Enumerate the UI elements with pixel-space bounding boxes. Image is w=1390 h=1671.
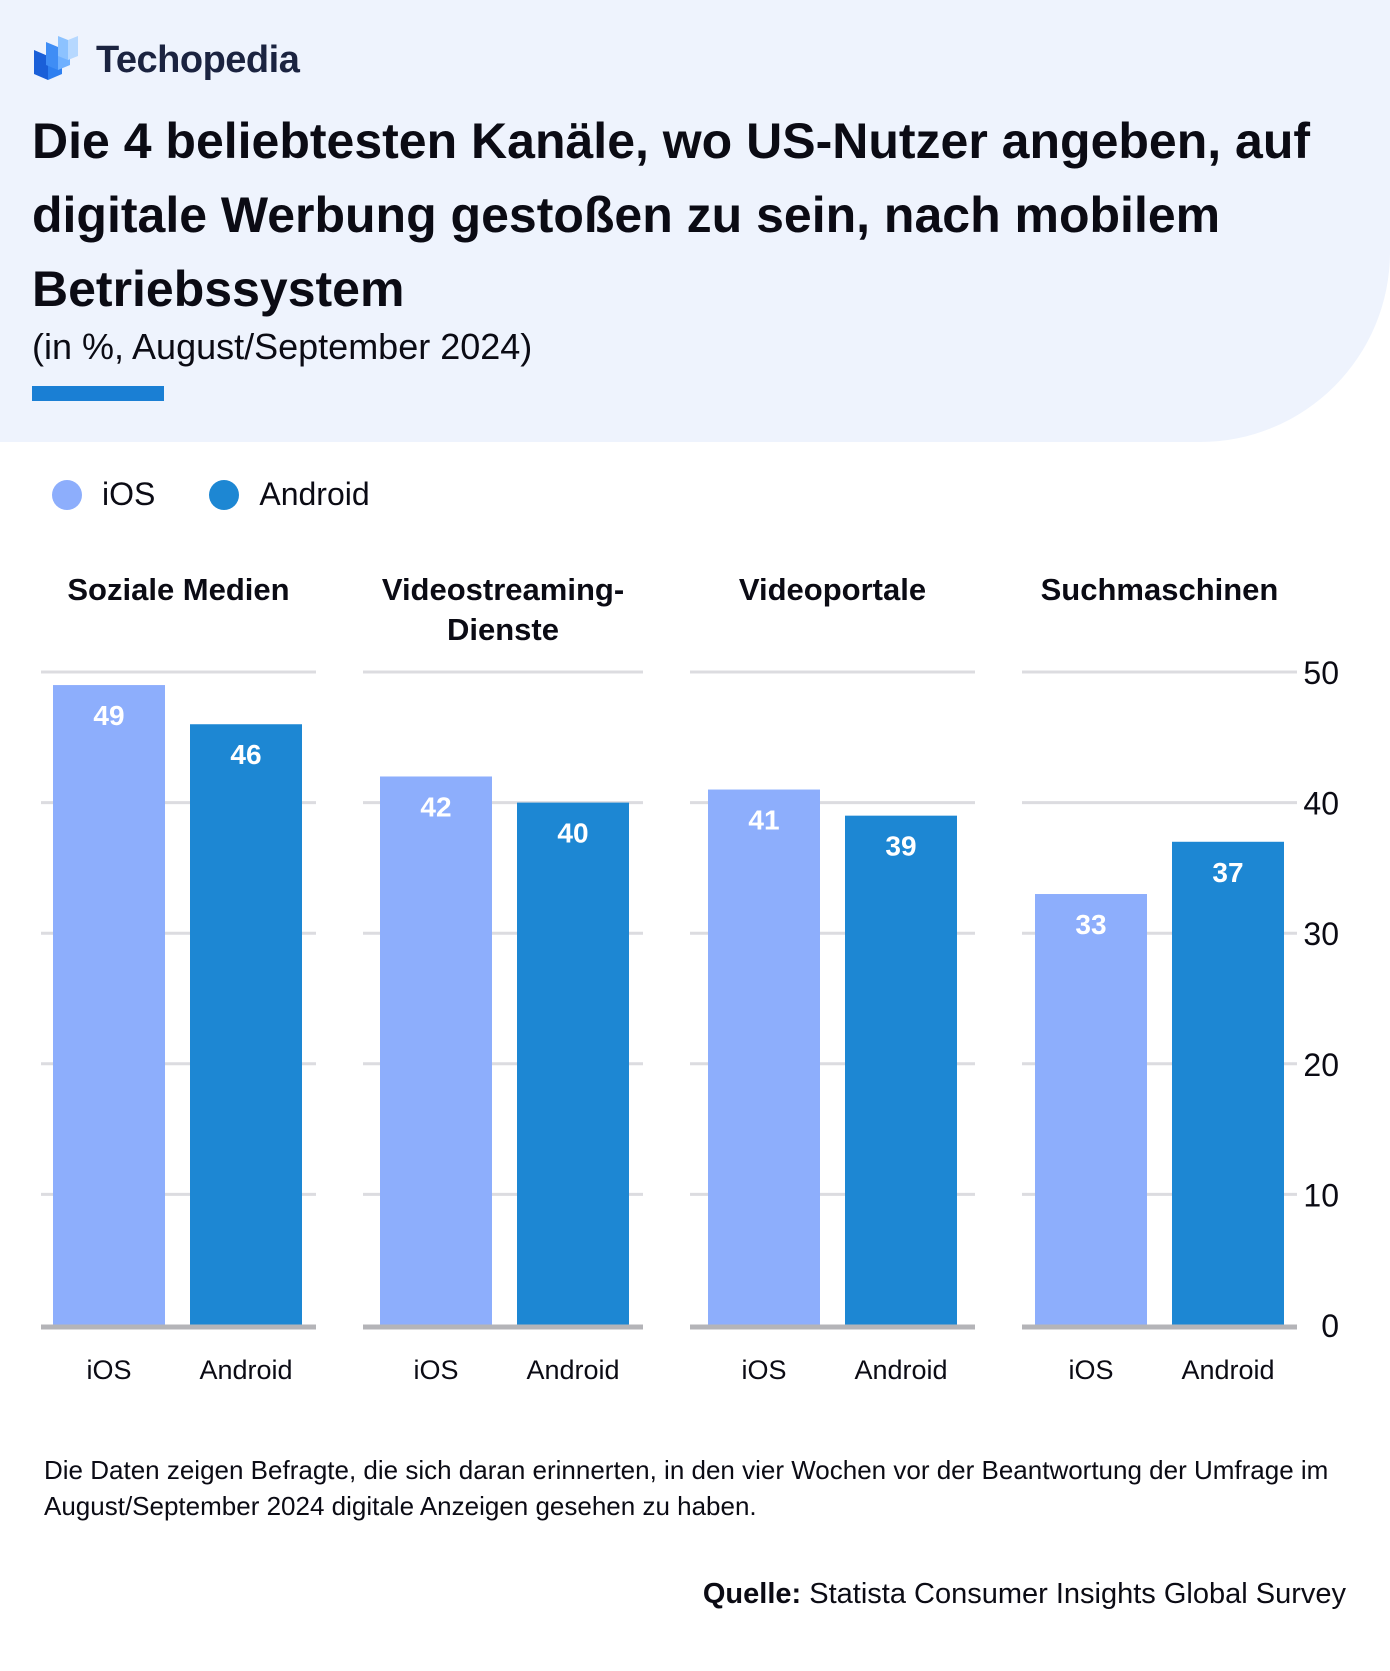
bar-value-label: 33 xyxy=(1075,909,1106,940)
category-title: Videoportale xyxy=(739,572,926,607)
x-tick-label: Android xyxy=(854,1355,947,1385)
bar-value-label: 42 xyxy=(420,791,451,822)
legend-label-android: Android xyxy=(259,476,370,512)
chart-title: Die 4 beliebtesten Kanäle, wo US-Nutzer … xyxy=(32,113,1311,317)
bar-value-label: 41 xyxy=(748,805,779,836)
legend-swatch-ios xyxy=(52,479,82,510)
bar-value-label: 39 xyxy=(885,831,916,862)
y-tick-label: 40 xyxy=(1303,786,1339,822)
bar-ios xyxy=(380,776,492,1325)
legend-item-ios: iOS xyxy=(52,476,155,513)
category-title-line: Soziale Medien xyxy=(67,572,289,607)
bar-android xyxy=(517,802,629,1325)
legend-item-android: Android xyxy=(209,476,370,513)
x-tick-label: iOS xyxy=(86,1355,131,1385)
category-title-line: Videoportale xyxy=(739,572,926,607)
category-title: Videostreaming- Dienste xyxy=(382,572,624,647)
title-underline xyxy=(32,386,164,401)
category-title: Soziale Medien xyxy=(67,572,289,607)
brand: Techopedia xyxy=(32,34,300,86)
source-line: Quelle: Statista Consumer Insights Globa… xyxy=(703,1578,1346,1611)
x-tick-label: Android xyxy=(199,1355,292,1385)
x-tick-label: Android xyxy=(526,1355,619,1385)
chart-subtitle: (in %, August/September 2024) xyxy=(32,326,533,367)
y-tick-label: 30 xyxy=(1303,916,1339,952)
bar-value-label: 46 xyxy=(230,739,261,770)
bar-ios xyxy=(708,789,820,1325)
bar-ios xyxy=(53,685,165,1325)
x-tick-label: Android xyxy=(1181,1355,1274,1385)
y-tick-label: 20 xyxy=(1303,1047,1339,1083)
bar-value-label: 37 xyxy=(1212,857,1243,888)
category-title: Suchmaschinen xyxy=(1041,572,1279,607)
y-tick-label: 50 xyxy=(1303,655,1339,691)
legend-label-ios: iOS xyxy=(102,476,156,512)
source-text: Statista Consumer Insights Global Survey xyxy=(809,1578,1346,1610)
techopedia-logo-icon xyxy=(34,36,78,80)
bar-android xyxy=(845,815,957,1325)
bar-android xyxy=(1172,841,1284,1325)
category-title-line: Videostreaming- xyxy=(382,572,624,607)
bar-chart: Soziale Medien 49 iOS 46 Android Videostreami… xyxy=(41,572,1339,1385)
bar-ios xyxy=(1035,894,1147,1325)
bar-value-label: 49 xyxy=(93,700,124,731)
brand-name: Techopedia xyxy=(96,38,300,81)
header-background xyxy=(0,0,1390,442)
category-title-line: Suchmaschinen xyxy=(1041,572,1279,607)
category-title-line: Dienste xyxy=(447,612,559,647)
footnote: Die Daten zeigen Befragte, die sich dara… xyxy=(44,1455,1329,1521)
x-tick-label: iOS xyxy=(413,1355,458,1385)
legend: iOS Android xyxy=(52,476,424,513)
y-tick-label: 10 xyxy=(1303,1177,1339,1213)
bar-value-label: 40 xyxy=(557,818,588,849)
x-tick-label: iOS xyxy=(1068,1355,1113,1385)
legend-swatch-android xyxy=(209,479,240,510)
source-label: Quelle: xyxy=(702,1578,802,1610)
x-tick-label: iOS xyxy=(741,1355,786,1385)
bar-android xyxy=(190,724,302,1325)
y-tick-label: 0 xyxy=(1321,1308,1339,1344)
